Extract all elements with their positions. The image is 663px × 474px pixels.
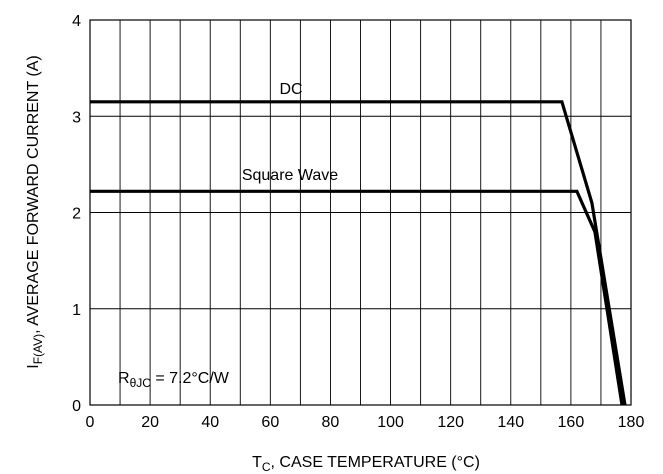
x-tick-label: 140 xyxy=(497,414,524,431)
y-tick-label: 3 xyxy=(72,109,81,126)
y-axis-ticks: 0 1 2 3 4 xyxy=(72,13,81,415)
grid xyxy=(89,19,632,406)
annotation-sub: θJC xyxy=(130,376,152,390)
series-line-dc xyxy=(90,100,627,406)
y-tick-label: 2 xyxy=(72,206,81,223)
series-line-square-wave xyxy=(90,189,624,406)
y-axis-label-sub: F(AV) xyxy=(31,334,45,364)
x-tick-label: 0 xyxy=(86,414,95,431)
y-tick-label: 4 xyxy=(72,13,81,30)
x-tick-label: 60 xyxy=(261,414,279,431)
y-axis-label-main: I xyxy=(25,364,42,368)
annotation-main: R xyxy=(118,370,130,387)
series-lines xyxy=(90,100,627,406)
x-tick-label: 20 xyxy=(141,414,159,431)
x-axis-label-main: T xyxy=(252,454,262,471)
annotation-thermal-resistance: RθJC = 7.2°C/W xyxy=(118,370,230,390)
x-tick-label: 100 xyxy=(377,414,404,431)
x-axis-label-rest: , CASE TEMPERATURE (°C) xyxy=(271,454,480,471)
series-label-square-wave: Square Wave xyxy=(242,167,338,184)
x-axis-ticks: 0 20 40 60 80 100 120 140 160 180 xyxy=(86,414,645,431)
x-tick-label: 180 xyxy=(618,414,645,431)
x-axis-label-sub: C xyxy=(262,460,271,474)
x-tick-label: 120 xyxy=(437,414,464,431)
x-tick-label: 40 xyxy=(201,414,219,431)
annotation-rest: = 7.2°C/W xyxy=(151,370,230,387)
series-label-dc: DC xyxy=(279,81,302,98)
x-tick-label: 80 xyxy=(322,414,340,431)
x-axis-label: TC, CASE TEMPERATURE (°C) xyxy=(252,454,480,474)
y-tick-label: 1 xyxy=(72,302,81,319)
y-tick-label: 0 xyxy=(72,398,81,415)
x-tick-label: 160 xyxy=(558,414,585,431)
y-axis-label-rest: , AVERAGE FORWARD CURRENT (A) xyxy=(25,55,42,334)
plot-frame xyxy=(89,19,632,406)
y-axis-label: IF(AV), AVERAGE FORWARD CURRENT (A) xyxy=(25,55,45,368)
